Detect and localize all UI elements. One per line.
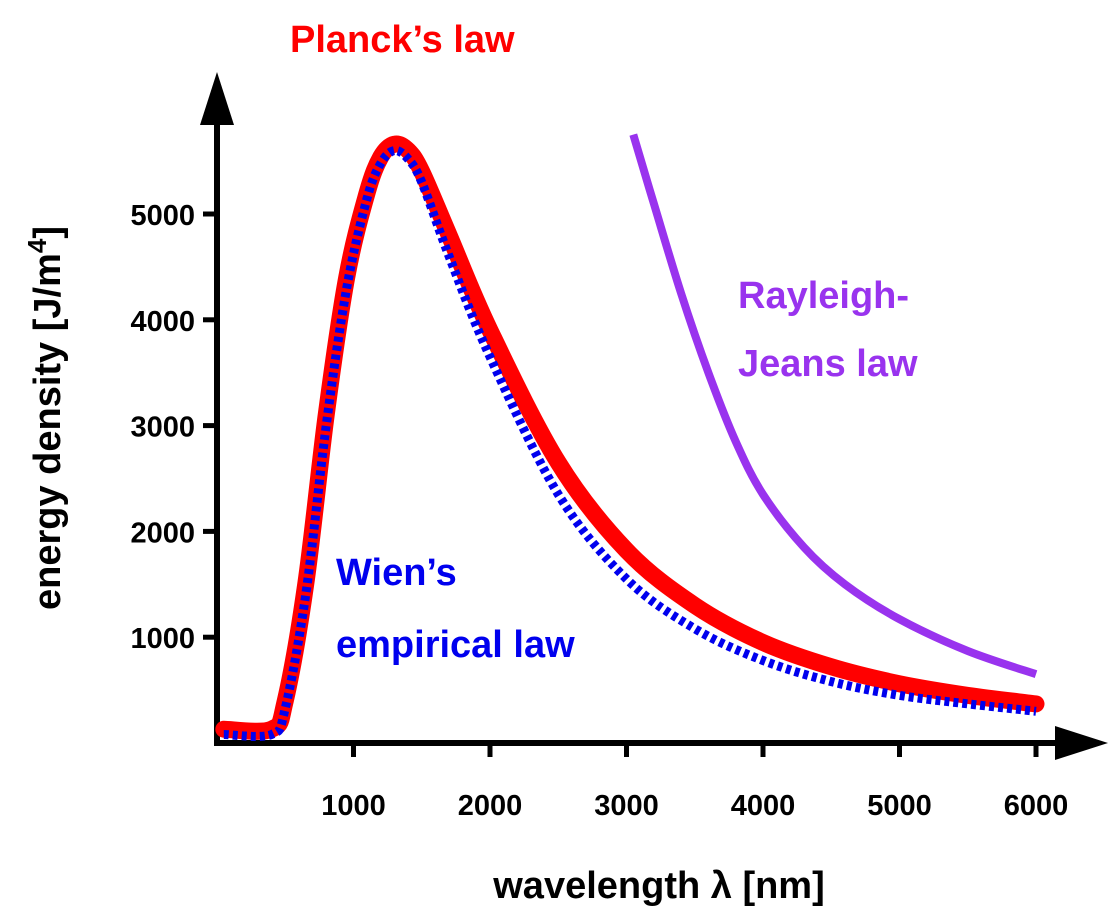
planck-label: Planck’s law bbox=[290, 19, 515, 61]
y-axis-label-sup: 4 bbox=[22, 238, 52, 253]
rayleigh-label-line-2: Jeans law bbox=[738, 343, 918, 385]
y-tick-label: 2000 bbox=[130, 517, 195, 549]
y-tick-label: 4000 bbox=[130, 306, 195, 338]
wien-label-line-1: Wien’s bbox=[336, 552, 457, 594]
x-tick-label: 2000 bbox=[458, 790, 523, 822]
y-tick-label: 5000 bbox=[130, 200, 195, 232]
y-axis-label: energy density [J/m4] bbox=[22, 226, 69, 610]
x-tick-label: 5000 bbox=[867, 790, 932, 822]
rayleigh-jeans-curve bbox=[629, 133, 1038, 678]
x-tick-label: 3000 bbox=[594, 790, 659, 822]
rayleigh-label-line-1: Rayleigh- bbox=[738, 275, 909, 317]
x-axis-arrow bbox=[1055, 726, 1108, 760]
series-group bbox=[215, 133, 1045, 741]
x-tick-label: 4000 bbox=[731, 790, 796, 822]
x-axis-label: wavelength λ [nm] bbox=[492, 865, 825, 907]
y-tick-label: 3000 bbox=[130, 412, 195, 444]
wien-curve bbox=[223, 145, 1037, 741]
wien-label-line-2: empirical law bbox=[336, 624, 575, 666]
y-axis-arrow bbox=[200, 72, 234, 125]
x-tick-label: 6000 bbox=[1004, 790, 1069, 822]
y-axis-label-end: ] bbox=[27, 226, 69, 239]
x-tick-label: 1000 bbox=[321, 790, 386, 822]
y-tick-label: 1000 bbox=[130, 623, 195, 655]
ticks-group: 1000 2000 3000 4000 5000 6000 1000 2000 3000 4000… bbox=[130, 200, 1068, 822]
y-axis-label-main: energy density [J/m bbox=[27, 253, 69, 610]
